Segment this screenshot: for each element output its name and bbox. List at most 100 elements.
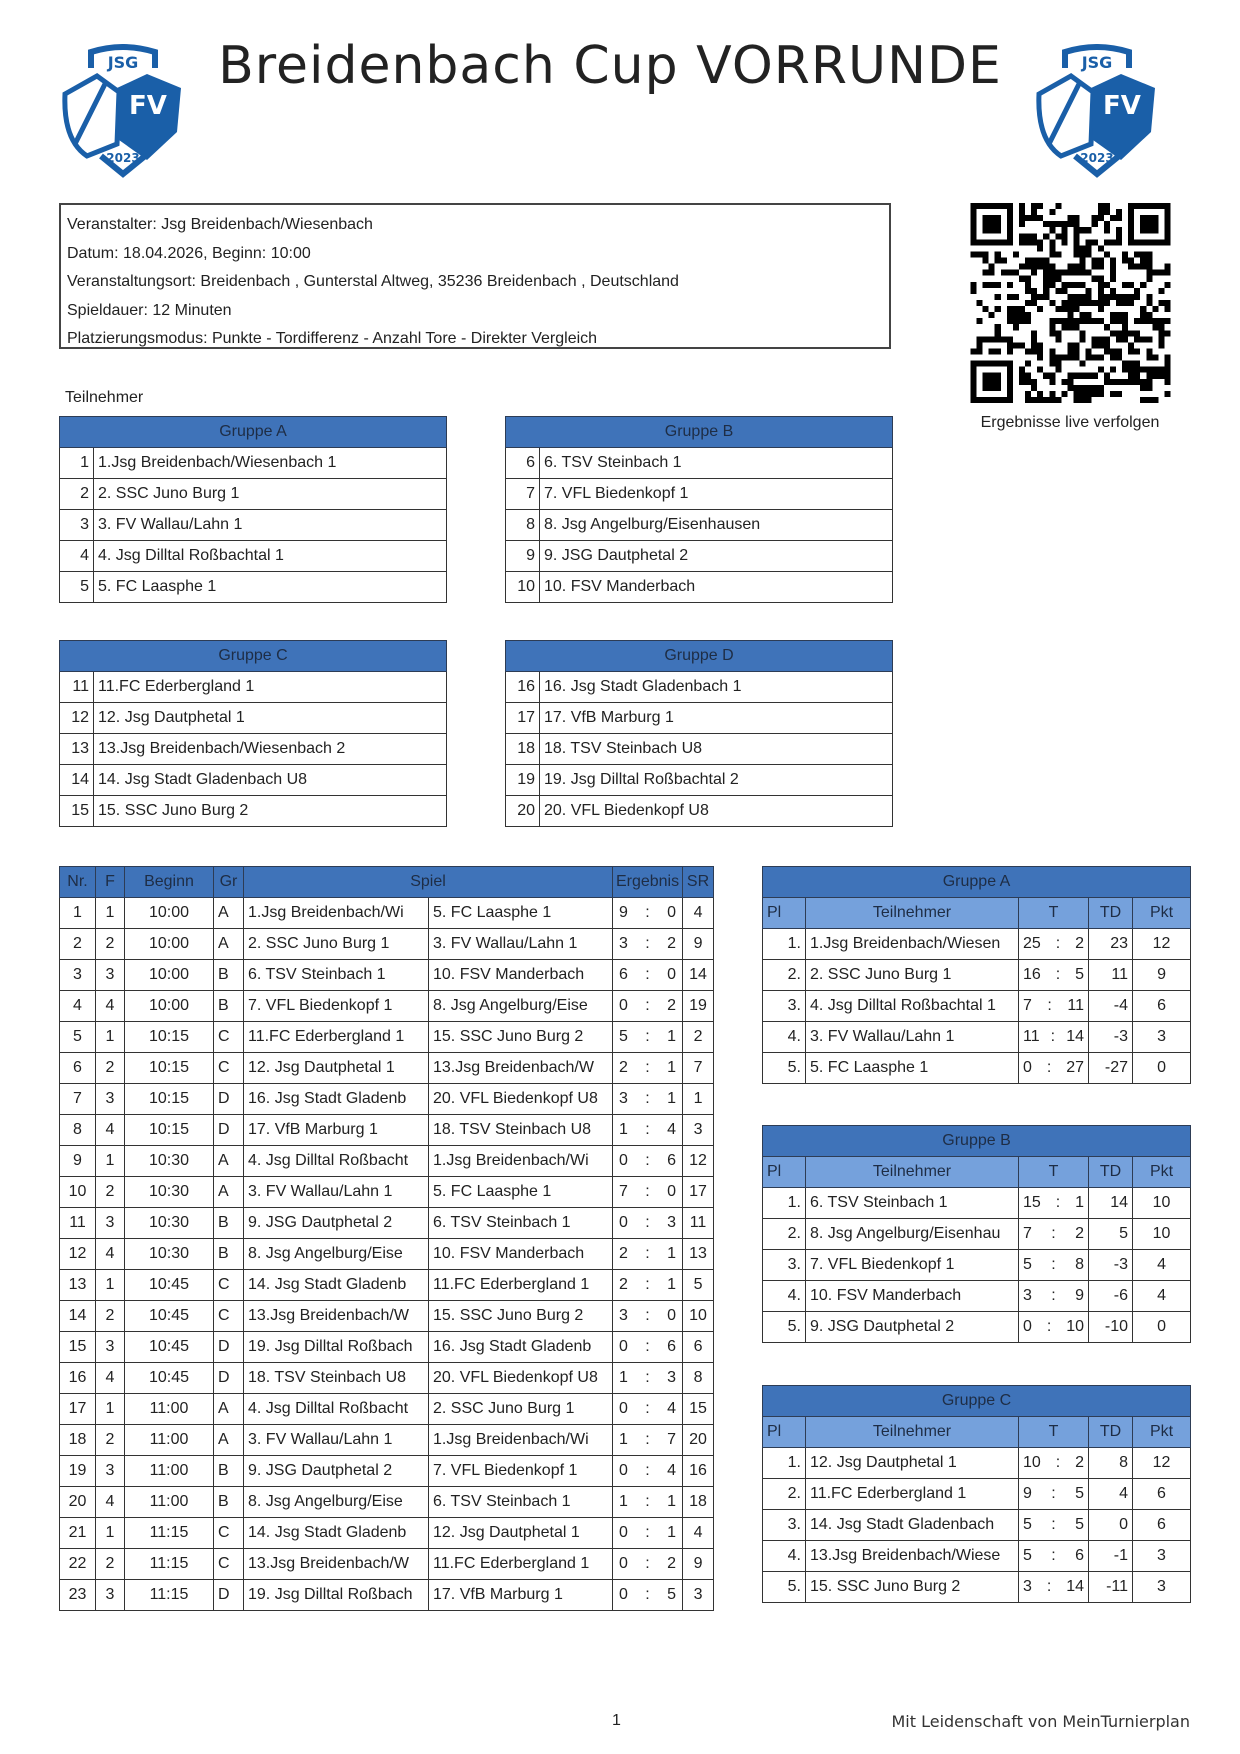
referee: 20	[682, 1424, 715, 1456]
start-time: 11:15	[124, 1579, 214, 1611]
goal-difference: -3	[1088, 1021, 1133, 1053]
home-team: 1.Jsg Breidenbach/Wi	[243, 897, 429, 929]
match-result: 2:1	[612, 1269, 684, 1301]
goal-difference: 23	[1088, 928, 1133, 960]
standings-row: 3. 4. Jsg Dilltal Roßbachtal 1 7:11 -4 6	[762, 990, 1192, 1022]
match-row: 6 2 10:15 C 12. Jsg Dautphetal 1 13.Jsg Breid…	[59, 1052, 715, 1084]
header-team: Teilnehmer	[805, 1156, 1019, 1188]
away-team: 15. SSC Juno Burg 2	[427, 1300, 614, 1332]
referee: 3	[682, 1114, 715, 1146]
match-row: 7 3 10:15 D 16. Jsg Stadt Gladenb 20. VFL Bie…	[59, 1083, 715, 1115]
score-separator: :	[645, 1028, 650, 1045]
match-result: 1:7	[612, 1424, 684, 1456]
match-number: 14	[59, 1300, 96, 1332]
participant-row: 1 1.Jsg Breidenbach/Wiesenbach 1	[59, 447, 447, 479]
start-time: 10:45	[124, 1269, 214, 1301]
away-team: 5. FC Laasphe 1	[427, 1176, 614, 1208]
away-team: 10. FSV Manderbach	[427, 1238, 614, 1270]
home-team: 4. Jsg Dilltal Roßbacht	[243, 1145, 429, 1177]
match-row: 11 3 10:30 B 9. JSG Dautphetal 2 6. TSV Stein…	[59, 1207, 715, 1239]
standings-row: 1. 12. Jsg Dautphetal 1 10:2 8 12	[762, 1447, 1192, 1479]
goal-difference: -11	[1088, 1571, 1133, 1603]
info-location: Veranstaltungsort: Breidenbach , Gunters…	[67, 273, 679, 290]
group-letter: B	[213, 959, 244, 991]
match-result: 0:5	[612, 1579, 684, 1611]
points: 6	[1131, 1478, 1192, 1510]
team-name: 16. Jsg Stadt Gladenbach 1	[539, 671, 893, 703]
home-goals: 0	[619, 1400, 628, 1417]
goals: 15:1	[1018, 1187, 1089, 1219]
place: 5.	[762, 1571, 806, 1603]
home-team: 13.Jsg Breidenbach/W	[243, 1300, 429, 1332]
score-separator: :	[645, 1276, 650, 1293]
qr-code[interactable]	[969, 203, 1172, 403]
match-row: 2 2 10:00 A 2. SSC Juno Burg 1 3. FV Wallau/L…	[59, 928, 715, 960]
info-date: Datum: 18.04.2026, Beginn: 10:00	[67, 244, 311, 262]
goals: 0:10	[1018, 1311, 1089, 1343]
team-number: 3	[59, 509, 94, 541]
home-goals: 6	[619, 966, 628, 983]
team-name: 13.Jsg Breidenbach/Wiese	[805, 1540, 1019, 1572]
home-goals: 2	[619, 1245, 628, 1262]
away-goals: 0	[667, 1307, 676, 1324]
field-number: 3	[95, 1455, 125, 1487]
match-row: 19 3 11:00 B 9. JSG Dautphetal 2 7. VFL Biede…	[59, 1455, 715, 1487]
away-goals: 4	[667, 1400, 676, 1417]
goals-for: 7	[1023, 1225, 1032, 1242]
goals: 0:27	[1018, 1052, 1089, 1084]
start-time: 11:15	[124, 1517, 214, 1549]
match-row: 13 1 10:45 C 14. Jsg Stadt Gladenb 11.FC Eder…	[59, 1269, 715, 1301]
header-start: Beginn	[124, 866, 214, 898]
goals-for: 5	[1023, 1547, 1032, 1564]
participant-row: 18 18. TSV Steinbach U8	[505, 733, 893, 765]
group-letter: B	[213, 990, 244, 1022]
referee: 10	[682, 1300, 715, 1332]
match-number: 17	[59, 1393, 96, 1425]
group-letter: D	[213, 1579, 244, 1611]
team-name: 19. Jsg Dilltal Roßbachtal 2	[539, 764, 893, 796]
goals: 3: 9	[1018, 1280, 1089, 1312]
team-name: 14. Jsg Stadt Gladenbach	[805, 1509, 1019, 1541]
place: 4.	[762, 1280, 806, 1312]
standings-row: 1. 6. TSV Steinbach 1 15:1 14 10	[762, 1187, 1192, 1219]
away-goals: 0	[667, 1183, 676, 1200]
team-number: 18	[505, 733, 540, 765]
away-goals: 4	[667, 1121, 676, 1138]
away-team: 5. FC Laasphe 1	[427, 897, 614, 929]
points: 3	[1131, 1540, 1192, 1572]
header-group: Gr	[213, 866, 244, 898]
match-number: 5	[59, 1021, 96, 1053]
start-time: 10:30	[124, 1145, 214, 1177]
match-row: 14 2 10:45 C 13.Jsg Breidenbach/W 15. SSC Jun…	[59, 1300, 715, 1332]
footer-credit[interactable]: Mit Leidenschaft von MeinTurnierplan	[891, 1712, 1190, 1731]
goals-against: 1	[1075, 1194, 1084, 1211]
match-number: 19	[59, 1455, 96, 1487]
group-letter: C	[213, 1052, 244, 1084]
away-team: 11.FC Ederbergland 1	[427, 1269, 614, 1301]
points: 3	[1131, 1021, 1192, 1053]
away-team: 20. VFL Biedenkopf U8	[427, 1083, 614, 1115]
standings-row: 3. 14. Jsg Stadt Gladenbach 5:5 0 6	[762, 1509, 1192, 1541]
team-number: 16	[505, 671, 540, 703]
field-number: 3	[95, 1331, 125, 1363]
away-goals: 6	[667, 1338, 676, 1355]
team-name: 13.Jsg Breidenbach/Wiesenbach 2	[93, 733, 447, 765]
goals: 5: 6	[1018, 1540, 1089, 1572]
svg-text:JSG: JSG	[107, 53, 139, 72]
place: 5.	[762, 1052, 806, 1084]
goals: 9: 5	[1018, 1478, 1089, 1510]
home-goals: 0	[619, 997, 628, 1014]
field-number: 1	[95, 1517, 125, 1549]
team-number: 19	[505, 764, 540, 796]
goals-against: 8	[1075, 1256, 1084, 1273]
home-team: 11.FC Ederbergland 1	[243, 1021, 429, 1053]
goals: 10:2	[1018, 1447, 1089, 1479]
goals-for: 15	[1023, 1194, 1041, 1211]
away-goals: 4	[667, 1462, 676, 1479]
goal-difference: 5	[1088, 1218, 1133, 1250]
group-letter: A	[213, 897, 244, 929]
participants-group-table: Gruppe B 6 6. TSV Steinbach 1 7 7. VFL Biede…	[505, 416, 893, 603]
away-team: 7. VFL Biedenkopf 1	[427, 1455, 614, 1487]
header-goals: T	[1018, 1156, 1089, 1188]
